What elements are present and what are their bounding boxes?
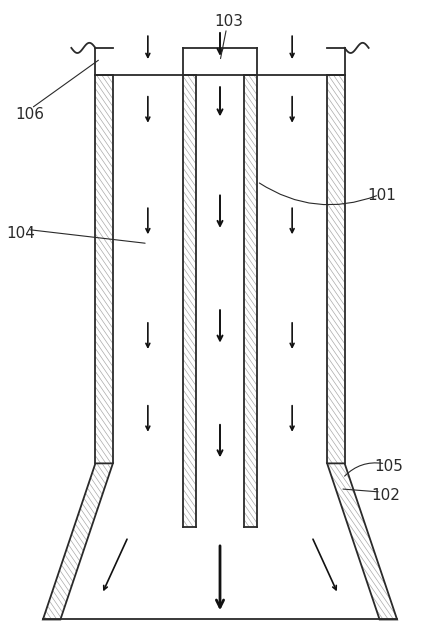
Bar	[244, 75, 257, 527]
Bar	[95, 75, 113, 463]
Text: 103: 103	[214, 14, 243, 29]
Text: 106: 106	[15, 108, 44, 122]
Text: 102: 102	[372, 488, 400, 503]
Text: 101: 101	[367, 188, 396, 204]
Bar	[327, 75, 345, 463]
Bar	[183, 75, 196, 527]
Text: 104: 104	[7, 227, 36, 241]
Text: 105: 105	[374, 459, 403, 474]
